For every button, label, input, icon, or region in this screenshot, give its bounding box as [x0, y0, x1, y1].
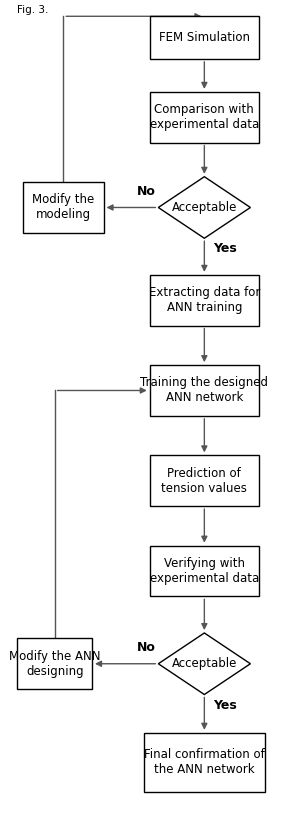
Text: Acceptable: Acceptable: [172, 658, 237, 670]
Bar: [150, 455, 259, 506]
Bar: [150, 92, 259, 143]
Bar: [150, 546, 259, 597]
Text: Final confirmation of
the ANN network: Final confirmation of the ANN network: [144, 748, 265, 776]
Bar: [17, 639, 92, 689]
Text: No: No: [136, 641, 155, 653]
Text: Yes: Yes: [213, 242, 237, 256]
Bar: [150, 275, 259, 326]
Text: FEM Simulation: FEM Simulation: [159, 31, 250, 44]
Text: Comparison with
experimental data: Comparison with experimental data: [150, 104, 259, 132]
Text: No: No: [136, 185, 155, 197]
Bar: [144, 732, 265, 792]
Text: Yes: Yes: [213, 699, 237, 712]
Bar: [150, 365, 259, 416]
Text: Modify the ANN
designing: Modify the ANN designing: [9, 649, 101, 678]
Text: Prediction of
tension values: Prediction of tension values: [161, 467, 247, 495]
Polygon shape: [158, 633, 250, 695]
Text: Acceptable: Acceptable: [172, 201, 237, 214]
Text: Fig. 3.: Fig. 3.: [17, 5, 49, 15]
Text: Training the designed
ANN network: Training the designed ANN network: [140, 376, 268, 404]
Text: Extracting data for
ANN training: Extracting data for ANN training: [149, 286, 260, 314]
Bar: [150, 16, 259, 59]
Text: Verifying with
experimental data: Verifying with experimental data: [150, 557, 259, 585]
Polygon shape: [158, 177, 250, 238]
Bar: [23, 182, 104, 233]
Text: Modify the
modeling: Modify the modeling: [32, 193, 94, 221]
